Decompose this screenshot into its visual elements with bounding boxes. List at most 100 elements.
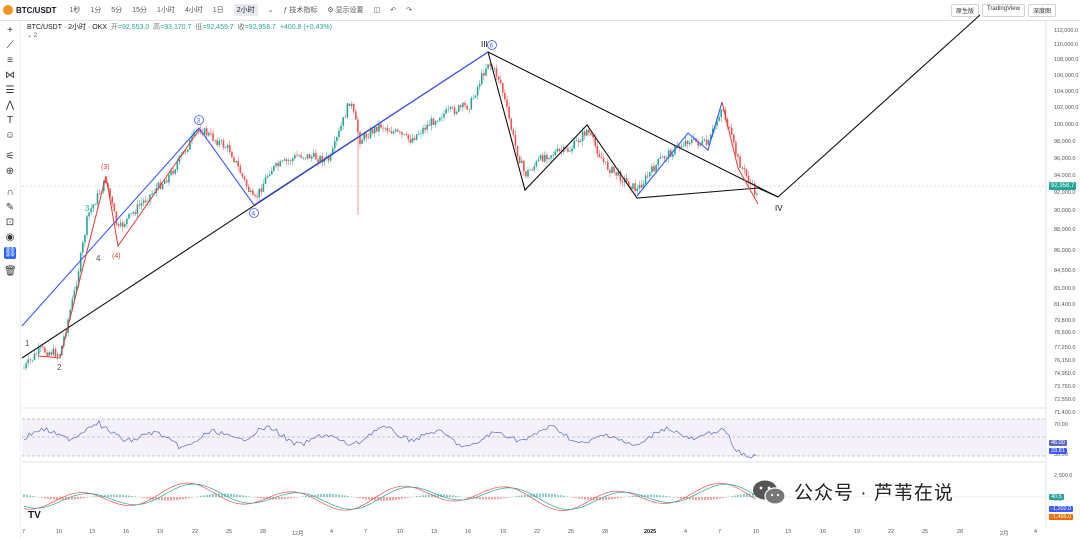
candle-body: [460, 105, 462, 108]
timeframe-selected[interactable]: 2小时: [233, 4, 258, 16]
time-tick: 16: [123, 529, 130, 535]
display-settings-button[interactable]: ⚙ 显示设置: [327, 7, 364, 14]
time-tick: 13: [89, 529, 96, 535]
undo-icon[interactable]: ↶: [390, 7, 397, 14]
candle-body: [502, 83, 504, 93]
candle-body: [684, 140, 687, 146]
candle-body: [161, 183, 164, 189]
pattern-icon[interactable]: ⋀: [5, 100, 15, 111]
candle-body: [390, 131, 393, 134]
macd-bar: [236, 494, 238, 497]
timeframe-1m[interactable]: 1分: [90, 7, 102, 14]
candle-body: [441, 117, 443, 119]
trash-icon[interactable]: 🗑: [4, 266, 17, 277]
draw-mode-icon[interactable]: ✎: [5, 202, 15, 213]
price-tick: 83,000.0: [1054, 286, 1076, 292]
symbol-selector[interactable]: BTC/USDT: [3, 5, 56, 15]
macd-bar: [65, 497, 67, 501]
candle-body: [407, 134, 410, 140]
candle-body: [741, 167, 743, 169]
text-icon[interactable]: T: [6, 115, 14, 126]
emoji-icon[interactable]: ☺: [4, 130, 16, 141]
timeframe-1d[interactable]: 1日: [212, 7, 224, 14]
macd-bar: [302, 496, 304, 497]
candle-body: [37, 347, 40, 355]
time-tick: 22: [192, 529, 199, 535]
indicators-button[interactable]: ƒ 技术指标: [283, 6, 318, 15]
mode-tradingview-button[interactable]: TradingView: [981, 4, 1025, 17]
candle-body: [363, 133, 365, 140]
fib-retracement-icon[interactable]: ☰: [5, 85, 15, 96]
macd-tick: 0.0: [1054, 497, 1062, 503]
macd-bar: [425, 494, 427, 497]
candle-body: [716, 120, 718, 126]
macd-bar: [407, 497, 409, 498]
lock-icon[interactable]: ⊡: [5, 217, 15, 228]
timeframe-4h[interactable]: 4小时: [184, 7, 203, 14]
legend-collapse-toggle[interactable]: ⌄ 2: [27, 33, 38, 39]
timeframe-1s[interactable]: 1秒: [69, 7, 81, 14]
mode-depth-button[interactable]: 深度图: [1027, 4, 1056, 17]
macd-bar: [395, 497, 397, 500]
candle-body: [365, 133, 368, 138]
candle-body: [525, 171, 527, 177]
candle-body: [149, 194, 151, 202]
macd-bar: [404, 497, 406, 499]
candle-body: [535, 161, 538, 167]
zoom-icon[interactable]: ⊕: [5, 166, 15, 177]
candle-body: [218, 140, 221, 146]
timeframe-1h[interactable]: 1小时: [156, 7, 175, 14]
price-tick: 86,000.0: [1054, 248, 1076, 254]
candle-body: [373, 126, 376, 134]
macd-bar: [305, 495, 307, 497]
chevron-down-icon[interactable]: ⌄: [267, 7, 274, 14]
candle-body: [451, 107, 454, 108]
trendline-icon[interactable]: ⟋: [6, 40, 14, 51]
candle-body: [292, 158, 294, 162]
timeframe-15m[interactable]: 15分: [132, 7, 147, 14]
candle-body: [457, 105, 460, 112]
camera-icon[interactable]: ◫: [373, 7, 381, 14]
candle-body: [166, 180, 168, 183]
mode-native-button[interactable]: 原生版: [950, 4, 979, 17]
candle-body: [287, 160, 290, 161]
time-tick: 7: [364, 529, 368, 535]
macd-bar: [596, 497, 598, 501]
candle-body: [197, 129, 200, 132]
macd-bar: [203, 495, 205, 497]
candle-body: [268, 174, 271, 176]
candle-body: [338, 130, 340, 138]
candle-body: [737, 154, 739, 157]
candle-body: [550, 155, 552, 158]
candle-body: [661, 156, 664, 158]
macd-bar: [644, 494, 646, 497]
macd-bar: [668, 496, 670, 497]
magnet-icon[interactable]: ∩: [6, 187, 14, 198]
macd-bar: [485, 497, 487, 500]
candle-body: [84, 235, 86, 243]
candle-body: [214, 140, 216, 141]
redo-icon[interactable]: ↷: [406, 7, 412, 14]
eye-icon[interactable]: ◉: [5, 232, 15, 243]
crosshair-icon[interactable]: +: [7, 25, 13, 36]
parallel-channel-icon[interactable]: ≡: [7, 55, 13, 66]
candle-body: [588, 129, 590, 134]
candle-body: [172, 170, 174, 174]
timeframe-5m[interactable]: 5分: [111, 7, 123, 14]
candle-body: [361, 139, 363, 145]
candle-body: [607, 161, 609, 170]
macd-bar: [602, 497, 604, 501]
ruler-icon[interactable]: ⚟: [5, 151, 15, 162]
candle-body: [462, 102, 464, 108]
time-axis[interactable]: 7 10 13 16 19 22 25 28 12月 4 7 10 13 16 …: [22, 527, 1046, 539]
candle-body: [586, 129, 588, 136]
price-axis[interactable]: 112,000.0 110,000.0 108,000.0 106,000.0 …: [1046, 22, 1080, 522]
candle-body: [239, 166, 242, 174]
candle-body: [357, 119, 359, 133]
candle-body: [250, 190, 252, 192]
candle-body: [646, 175, 649, 177]
pitchfork-icon[interactable]: ⋈: [5, 70, 15, 81]
link-icon[interactable]: ⛓: [4, 247, 17, 259]
macd-bar: [368, 497, 370, 500]
